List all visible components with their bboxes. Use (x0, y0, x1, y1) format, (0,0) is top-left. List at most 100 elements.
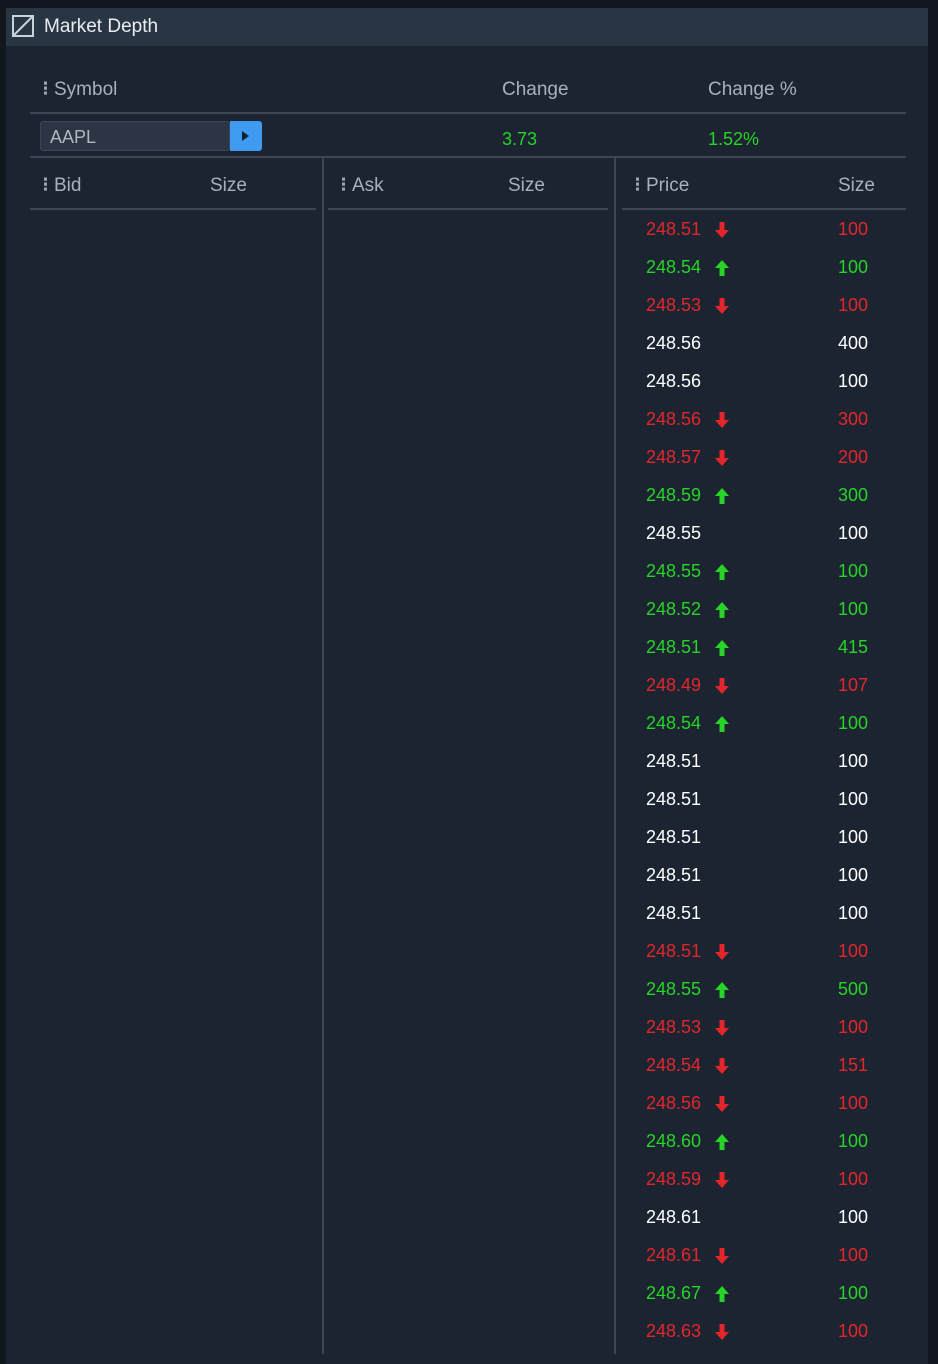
trade-price: 248.52 (646, 599, 702, 619)
trade-row: 248.53 100 (622, 286, 906, 324)
trade-row: 248.55 100 (622, 552, 906, 590)
trade-size: 200 (838, 447, 869, 467)
trade-size: 100 (838, 561, 869, 581)
trade-row: 248.57 200 (622, 438, 906, 476)
change-value: 3.73 (502, 129, 538, 149)
arrow-down-icon (715, 1248, 729, 1264)
trade-price: 248.55 (646, 523, 702, 543)
trade-price: 248.49 (646, 675, 702, 695)
arrow-down-icon (715, 1020, 729, 1036)
trade-price: 248.56 (646, 333, 702, 353)
trade-row: 248.51 100 (622, 742, 906, 780)
trade-size: 100 (838, 789, 869, 809)
trade-price: 248.51 (646, 865, 702, 885)
arrow-up-icon (715, 716, 729, 732)
trade-row: 248.51 100 (622, 894, 906, 932)
arrow-down-icon (715, 1324, 729, 1340)
trade-size: 100 (838, 1245, 869, 1265)
trade-row: 248.56 300 (622, 400, 906, 438)
divider (30, 208, 316, 210)
trade-price: 248.67 (646, 1283, 702, 1303)
trade-row: 248.56 100 (622, 1084, 906, 1122)
change-pct-header: Change % (708, 79, 797, 100)
window-icon (12, 15, 34, 37)
trade-size: 100 (838, 865, 869, 885)
trade-row: 248.54 100 (622, 704, 906, 742)
trade-row: 248.61 100 (622, 1236, 906, 1274)
trade-size: 100 (838, 1207, 869, 1227)
trade-size: 100 (838, 1093, 869, 1113)
arrow-up-icon (715, 1286, 729, 1302)
trade-price: 248.51 (646, 637, 702, 657)
arrow-down-icon (715, 450, 729, 466)
trade-row: 248.56 100 (622, 362, 906, 400)
trade-size: 100 (838, 599, 869, 619)
divider (328, 208, 608, 210)
price-size-header: Size (838, 175, 875, 196)
trade-price: 248.53 (646, 295, 702, 315)
symbol-value: AAPL (50, 127, 97, 147)
trade-price: 248.57 (646, 447, 702, 467)
trade-row: 248.51 415 (622, 628, 906, 666)
trade-row: 248.51 100 (622, 818, 906, 856)
trade-size: 100 (838, 1321, 869, 1341)
trade-size: 100 (838, 827, 869, 847)
trade-row: 248.54 100 (622, 248, 906, 286)
trade-row: 248.51 100 (622, 210, 906, 248)
trade-price: 248.55 (646, 561, 702, 581)
bid-header: Bid (54, 175, 82, 196)
arrow-up-icon (715, 260, 729, 276)
trade-row: 248.51 100 (622, 932, 906, 970)
symbol-input[interactable]: AAPL (40, 121, 230, 151)
trade-price: 248.61 (646, 1245, 702, 1265)
trade-size: 100 (838, 751, 869, 771)
trade-size: 100 (838, 523, 869, 543)
trade-row: 248.59 100 (622, 1160, 906, 1198)
arrow-down-icon (715, 944, 729, 960)
arrow-up-icon (715, 602, 729, 618)
symbol-go-button[interactable] (230, 121, 262, 151)
trade-size: 100 (838, 371, 869, 391)
trade-size: 300 (838, 409, 869, 429)
trade-price: 248.51 (646, 751, 702, 771)
trade-size: 100 (838, 941, 869, 961)
trade-size: 100 (838, 903, 869, 923)
trade-row: 248.63 100 (622, 1312, 906, 1350)
trade-price: 248.59 (646, 485, 702, 505)
trade-row: 248.56 400 (622, 324, 906, 362)
symbol-header: Symbol (54, 79, 118, 100)
trade-row: 248.61 100 (622, 1198, 906, 1236)
trade-price: 248.51 (646, 789, 702, 809)
column-menu-icon[interactable]: ⋮ (629, 175, 646, 194)
trade-row: 248.55 500 (622, 970, 906, 1008)
title-bar[interactable]: Market Depth (6, 8, 928, 46)
trade-price: 248.53 (646, 1017, 702, 1037)
column-menu-icon[interactable]: ⋮ (37, 175, 54, 194)
arrow-up-icon (715, 1134, 729, 1150)
play-arrow-icon (242, 131, 249, 141)
trade-size: 500 (838, 979, 869, 999)
ask-size-header: Size (508, 175, 545, 196)
trade-size: 100 (838, 1017, 869, 1037)
column-menu-icon[interactable]: ⋮ (37, 79, 54, 98)
column-menu-icon[interactable]: ⋮ (335, 175, 352, 194)
arrow-down-icon (715, 678, 729, 694)
trade-size: 100 (838, 257, 869, 277)
trade-size: 415 (838, 637, 869, 657)
divider (30, 112, 906, 114)
trade-row: 248.55 100 (622, 514, 906, 552)
trade-price: 248.56 (646, 409, 702, 429)
trade-price: 248.54 (646, 713, 702, 733)
trade-price: 248.63 (646, 1321, 702, 1341)
panel-divider (322, 158, 324, 1354)
trade-price: 248.51 (646, 903, 702, 923)
arrow-down-icon (715, 1096, 729, 1112)
trade-row: 248.54 151 (622, 1046, 906, 1084)
trade-price: 248.54 (646, 257, 702, 277)
arrow-up-icon (715, 488, 729, 504)
trade-price: 248.60 (646, 1131, 702, 1151)
divider (622, 208, 906, 210)
price-header: Price (646, 175, 690, 196)
trade-price: 248.59 (646, 1169, 702, 1189)
trade-size: 400 (838, 333, 869, 353)
